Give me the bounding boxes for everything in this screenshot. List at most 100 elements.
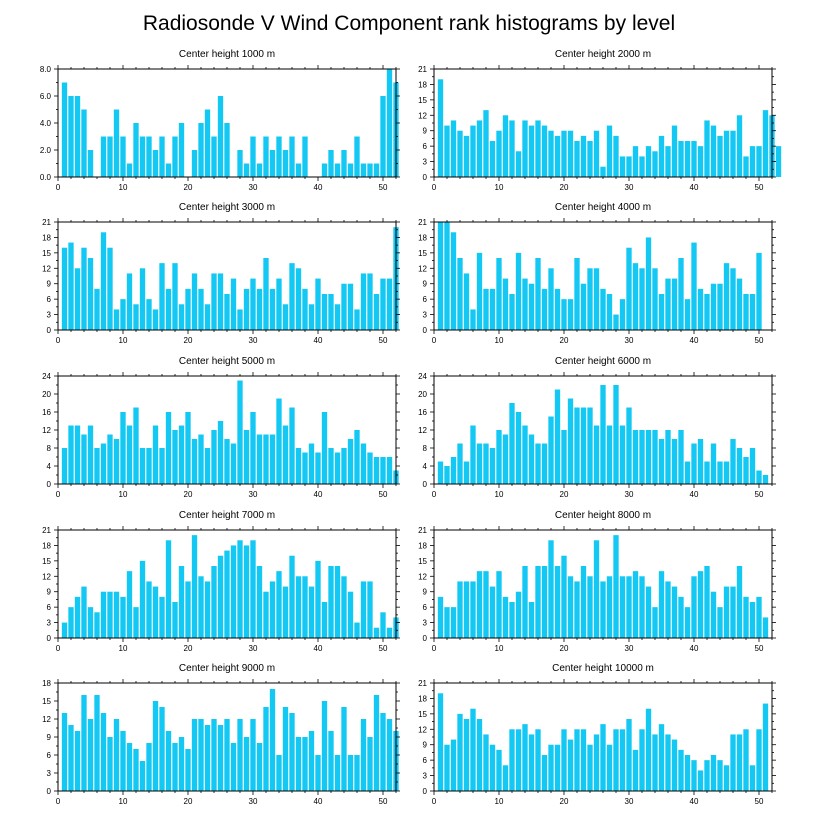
histogram-bar <box>74 96 81 177</box>
histogram-bar <box>639 729 645 791</box>
histogram-bar <box>554 744 561 791</box>
x-tick-label: 10 <box>495 490 504 499</box>
histogram-bar <box>515 252 522 330</box>
histogram-bar <box>548 268 554 330</box>
histogram-bar <box>632 430 639 484</box>
histogram-bar <box>496 571 502 638</box>
histogram-bar <box>444 744 450 791</box>
histogram-bar <box>736 448 743 484</box>
histogram-bar <box>380 278 386 330</box>
histogram-bar <box>107 737 113 791</box>
histogram-bar <box>178 304 185 330</box>
x-tick-label: 10 <box>119 183 128 192</box>
panel-title: Center height 8000 m <box>555 510 651 521</box>
histogram-bar <box>217 555 224 638</box>
histogram-bar <box>373 457 380 484</box>
histogram-bar <box>606 576 613 638</box>
panel-title: Center height 7000 m <box>179 510 275 521</box>
histogram-bar <box>691 760 697 791</box>
histogram-bar <box>321 701 328 791</box>
x-tick-label: 40 <box>690 336 699 345</box>
histogram-bar <box>276 136 282 177</box>
histogram-bar <box>341 576 347 638</box>
histogram-bar <box>541 125 548 177</box>
histogram-panel: Center height 8000 m 0 3 6 9 12 15 18 21 0 10 20 30 4… <box>418 510 776 653</box>
x-tick-label: 40 <box>690 644 699 653</box>
y-tick-label: 6 <box>423 603 428 612</box>
histogram-bar <box>100 443 107 484</box>
histogram-bar <box>113 439 120 484</box>
histogram-bar <box>613 535 619 638</box>
histogram-panel: Center height 3000 m 0 3 6 9 12 15 18 21 0 10 20 30 4… <box>42 202 400 345</box>
histogram-bar <box>315 278 321 330</box>
y-tick-label: 21 <box>42 526 51 535</box>
histogram-bar <box>496 258 502 330</box>
histogram-bar <box>211 430 217 484</box>
histogram-bar <box>541 566 548 638</box>
y-tick-label: 12 <box>42 426 51 435</box>
histogram-bar <box>302 288 308 330</box>
histogram-bar <box>645 146 652 177</box>
histogram-bar <box>328 294 334 330</box>
histogram-bar <box>256 566 263 638</box>
histogram-bar <box>476 120 483 177</box>
histogram-bar <box>580 407 587 484</box>
histogram-bar <box>87 425 94 484</box>
histogram-bar <box>295 737 302 791</box>
histogram-bar <box>444 125 450 177</box>
histogram-bar <box>237 719 243 791</box>
histogram-bar <box>354 755 360 791</box>
histogram-bar <box>593 268 600 330</box>
y-tick-label: 9 <box>423 588 428 597</box>
histogram-bar <box>321 163 328 177</box>
histogram-bar <box>717 135 723 177</box>
histogram-bar <box>554 566 561 638</box>
histogram-bar <box>126 273 133 330</box>
histogram-bar <box>691 576 697 638</box>
x-tick-label: 20 <box>560 490 569 499</box>
histogram-bar <box>606 125 613 177</box>
histogram-bar <box>380 713 386 791</box>
y-tick-label: 2.0 <box>40 146 52 155</box>
histogram-bar <box>74 425 81 484</box>
histogram-bar <box>191 273 198 330</box>
histogram-bar <box>204 109 211 177</box>
histogram-bar <box>509 729 515 791</box>
y-tick-label: 15 <box>42 249 51 258</box>
histogram-bar <box>600 385 606 484</box>
histogram-bar <box>178 566 185 638</box>
histogram-bar <box>152 150 159 177</box>
histogram-bar <box>632 263 639 330</box>
histogram-panel: Center height 1000 m 0.0 2.0 4.0 6.0 8.0 0 10 20… <box>40 49 400 192</box>
histogram-bar <box>437 596 444 638</box>
x-tick-label: 40 <box>690 183 699 192</box>
histogram-bar <box>328 448 334 484</box>
histogram-bar <box>730 268 736 330</box>
histogram-bar <box>444 466 450 484</box>
histogram-bar <box>476 443 483 484</box>
histogram-bar <box>198 434 204 484</box>
y-tick-label: 6 <box>47 603 52 612</box>
y-tick-label: 12 <box>42 715 51 724</box>
histogram-bar <box>522 724 528 791</box>
histogram-bar <box>87 150 94 177</box>
histogram-bar <box>528 283 535 330</box>
y-tick-label: 3 <box>47 311 52 320</box>
histogram-bar <box>593 425 600 484</box>
y-tick-label: 15 <box>418 96 427 105</box>
histogram-bar <box>334 755 341 791</box>
histogram-bar <box>315 560 321 638</box>
histogram-bar <box>289 263 295 330</box>
histogram-bar <box>671 586 678 638</box>
histogram-bar <box>535 566 541 638</box>
histogram-bar <box>528 434 535 484</box>
histogram-bar <box>191 150 198 177</box>
histogram-bar <box>159 263 165 330</box>
histogram-bar <box>463 581 470 638</box>
histogram-bar <box>81 695 87 791</box>
histogram-bar <box>561 430 567 484</box>
histogram-bar <box>489 586 496 638</box>
x-tick-label: 40 <box>314 183 323 192</box>
x-tick-label: 0 <box>56 183 61 192</box>
x-tick-label: 50 <box>755 644 764 653</box>
